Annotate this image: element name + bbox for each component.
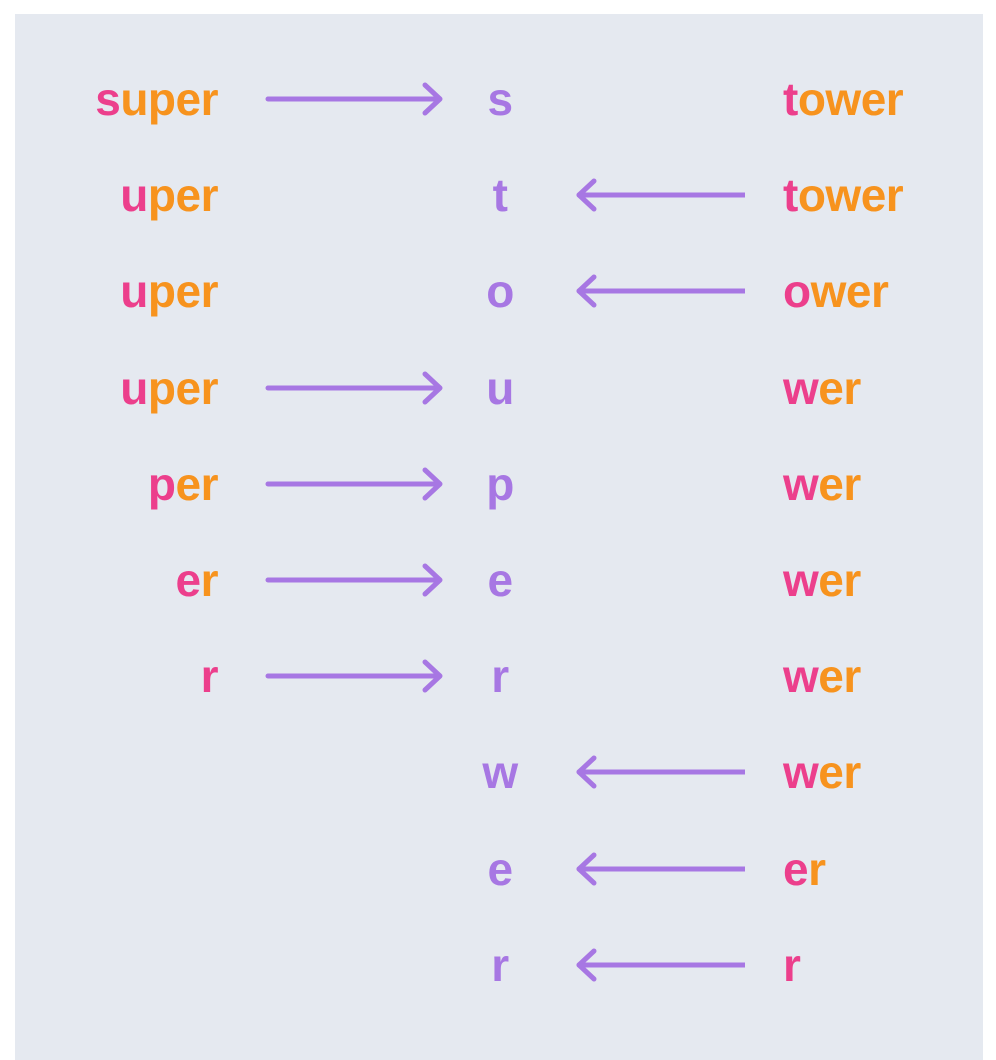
arrow-head (422, 659, 443, 693)
left-word: uper (120, 147, 218, 243)
merge-row: w wer (15, 724, 983, 820)
right-word-head: o (783, 265, 811, 318)
merge-row: super s tower (15, 51, 983, 147)
left-word-tail: er (175, 457, 219, 510)
right-word: wer (783, 724, 861, 820)
diagram-panel: super s tower uper t tower uper o ower uper u wer pe… (15, 14, 983, 1060)
right-word: er (783, 821, 826, 917)
left-word-tail: per (147, 265, 219, 318)
arrow-head (422, 82, 443, 116)
output-letter: r (491, 938, 509, 991)
arrow-head (576, 178, 597, 212)
left-word-tail: uper (120, 73, 218, 125)
right-word-head: e (783, 842, 809, 895)
right-word-head: w (783, 554, 819, 606)
arrow-right-icon (265, 532, 455, 628)
output-letter: e (487, 842, 513, 895)
right-word-tail: er (818, 361, 861, 414)
right-word-head: w (783, 650, 819, 703)
left-word-head: p (147, 457, 176, 510)
right-word-head: w (783, 361, 819, 414)
arrow-head (422, 371, 443, 405)
left-word: per (147, 436, 219, 532)
right-word-head: t (783, 73, 798, 125)
right-word-tail: ower (797, 73, 904, 125)
left-word-head: e (175, 554, 202, 606)
left-word-head: u (120, 169, 148, 222)
arrow-head (422, 563, 443, 597)
left-word-tail: per (147, 169, 219, 222)
right-word-tail: er (818, 746, 861, 799)
output-letter: o (486, 265, 514, 318)
left-word: super (95, 51, 218, 147)
right-word-tail: er (818, 650, 861, 703)
merge-row: uper u wer (15, 340, 983, 436)
merge-row: uper t tower (15, 147, 983, 243)
right-word-tail: r (808, 842, 826, 895)
right-word-tail: wer (810, 265, 889, 318)
merge-row: r r wer (15, 628, 983, 724)
output-letter: w (482, 746, 518, 799)
left-word-head: r (200, 650, 219, 703)
right-word-tail: er (818, 457, 861, 510)
output-letter: p (486, 457, 514, 510)
right-word: wer (783, 532, 861, 628)
merge-row: er e wer (15, 532, 983, 628)
left-word-tail: per (147, 361, 219, 414)
right-word-tail: ower (797, 169, 904, 222)
arrow-head (422, 467, 443, 501)
merge-rows: super s tower uper t tower uper o ower uper u wer pe… (15, 14, 983, 1060)
arrow-head (576, 852, 597, 886)
output-letter: u (486, 361, 514, 414)
right-word: tower (783, 51, 904, 147)
arrow-right-icon (265, 51, 455, 147)
right-word-head: w (783, 457, 819, 510)
arrow-head (576, 948, 597, 982)
right-word-head: w (783, 746, 819, 799)
arrow-left-icon (555, 821, 745, 917)
right-word: wer (783, 340, 861, 436)
merge-row: per p wer (15, 436, 983, 532)
left-word-tail: r (200, 554, 219, 606)
left-word: uper (120, 243, 218, 339)
output-letter: t (492, 169, 508, 222)
right-word-head: r (783, 938, 801, 991)
left-word-head: s (95, 73, 121, 125)
left-word: uper (120, 340, 218, 436)
right-word: wer (783, 628, 861, 724)
left-word-head: u (120, 361, 148, 414)
right-word: ower (783, 243, 889, 339)
arrow-left-icon (555, 724, 745, 820)
left-word-head: u (120, 265, 148, 318)
arrow-left-icon (555, 147, 745, 243)
arrow-right-icon (265, 340, 455, 436)
output-letter: e (487, 554, 513, 606)
output-letter: s (487, 73, 513, 125)
arrow-left-icon (555, 917, 745, 1013)
right-word: wer (783, 436, 861, 532)
left-word: r (200, 628, 219, 724)
arrow-head (576, 274, 597, 308)
right-word: tower (783, 147, 904, 243)
left-word: er (176, 532, 219, 628)
merge-row: e er (15, 821, 983, 917)
right-word-head: t (783, 169, 798, 222)
arrow-left-icon (555, 243, 745, 339)
arrow-right-icon (265, 436, 455, 532)
right-word-tail: er (818, 554, 861, 606)
arrow-right-icon (265, 628, 455, 724)
right-word: r (783, 917, 801, 1013)
arrow-head (576, 755, 597, 789)
output-letter: r (491, 650, 509, 703)
merge-row: uper o ower (15, 243, 983, 339)
